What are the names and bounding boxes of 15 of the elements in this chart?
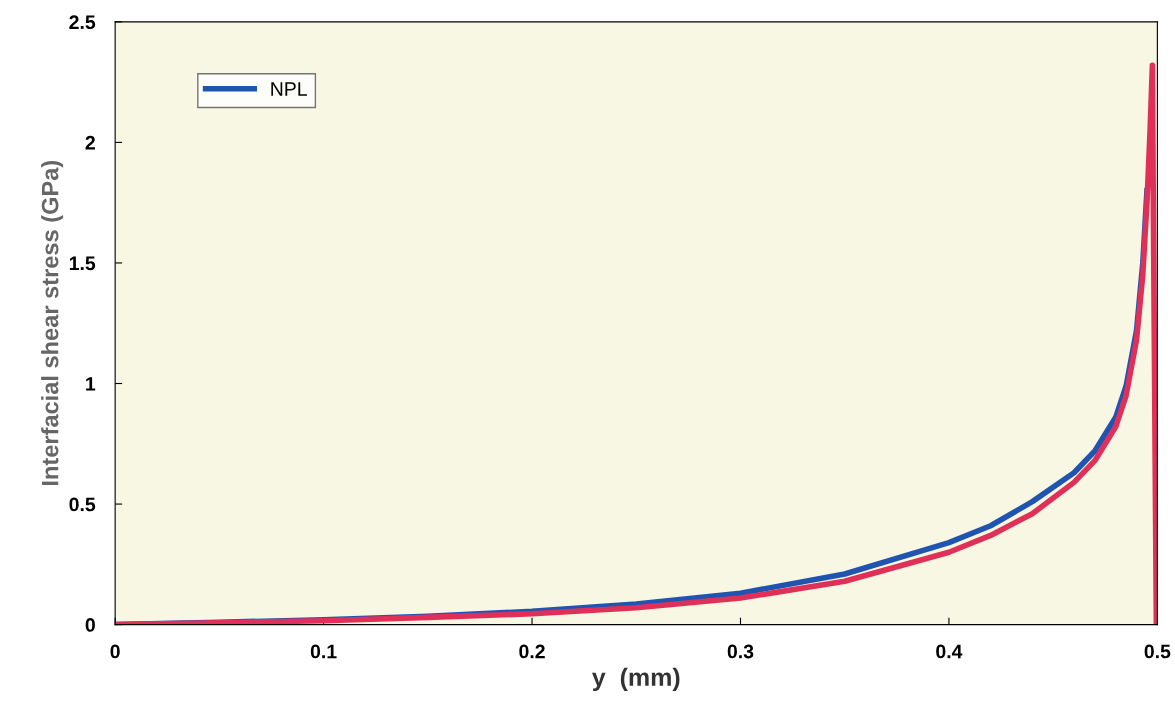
x-tick-label: 0.4 xyxy=(936,644,963,659)
x-tick-label: 0 xyxy=(110,644,120,659)
x-tick-label: 0.5 xyxy=(1144,644,1171,659)
x-axis-title: y (mm) xyxy=(592,667,680,692)
y-tick-label: 0.5 xyxy=(69,497,96,512)
y-tick-label: 2.5 xyxy=(69,15,96,30)
x-tick-label: 0.1 xyxy=(310,644,337,659)
legend-label: NPL xyxy=(271,82,307,96)
y-tick-label: 0 xyxy=(85,618,95,632)
y-tick-label: 2 xyxy=(85,135,95,150)
x-tick-label: 0.2 xyxy=(519,644,545,659)
x-tick-label: 0.3 xyxy=(727,644,754,659)
y-tick-label: 1 xyxy=(86,377,96,391)
y-tick-label: 1.5 xyxy=(69,256,96,271)
y-axis-title: Interfacial shear stress (GPa) xyxy=(41,161,64,486)
